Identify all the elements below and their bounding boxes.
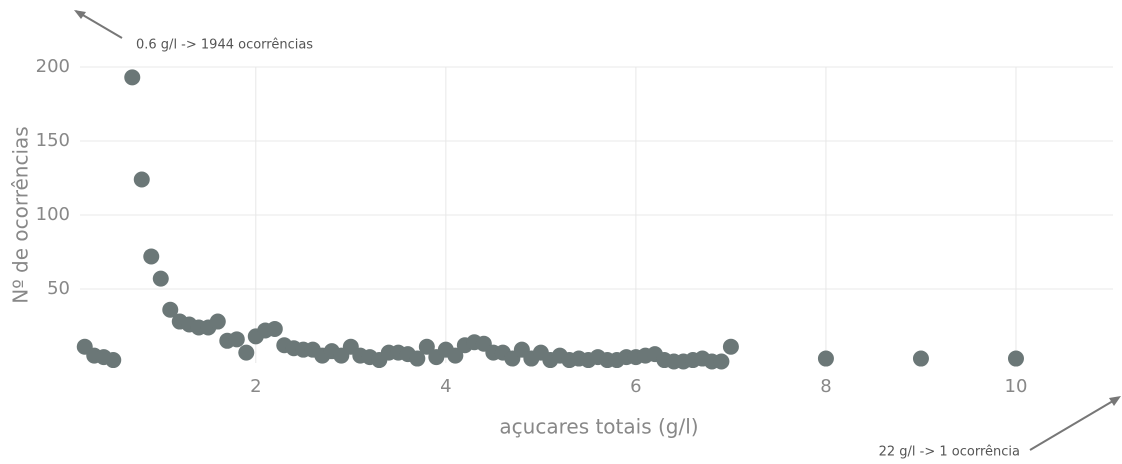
point — [912, 350, 929, 367]
annotation-arrowhead — [1109, 396, 1121, 406]
annotation-arrowhead — [74, 10, 86, 19]
point — [152, 270, 169, 287]
point — [1007, 350, 1024, 367]
x-tick-label: 8 — [820, 376, 831, 397]
point — [266, 320, 283, 337]
point — [418, 338, 435, 355]
point — [228, 331, 245, 348]
point — [447, 347, 464, 364]
point — [143, 248, 160, 265]
y-tick-label: 50 — [47, 278, 70, 299]
point — [162, 301, 179, 318]
y-tick-label: 200 — [36, 56, 70, 77]
point — [238, 344, 255, 361]
annotation: 22 g/l -> 1 ocorrência — [879, 445, 1020, 460]
point — [124, 69, 141, 86]
y-axis-title: Nº de ocorrências — [9, 126, 33, 303]
point — [209, 313, 226, 330]
annotation-arrow — [1029, 397, 1119, 451]
point — [713, 353, 730, 370]
annotation: 0.6 g/l -> 1944 ocorrências — [136, 38, 313, 53]
y-tick-label: 150 — [36, 130, 70, 151]
point — [817, 350, 834, 367]
point — [105, 352, 122, 369]
x-tick-label: 6 — [630, 376, 641, 397]
x-tick-label: 2 — [250, 376, 261, 397]
point — [133, 171, 150, 188]
x-tick-label: 10 — [1005, 376, 1028, 397]
y-tick-label: 100 — [36, 204, 70, 225]
x-axis-title: açucares totais (g/l) — [499, 415, 698, 439]
annotation-arrow — [75, 10, 123, 39]
point — [409, 350, 426, 367]
point — [722, 338, 739, 355]
x-tick-label: 4 — [440, 376, 451, 397]
